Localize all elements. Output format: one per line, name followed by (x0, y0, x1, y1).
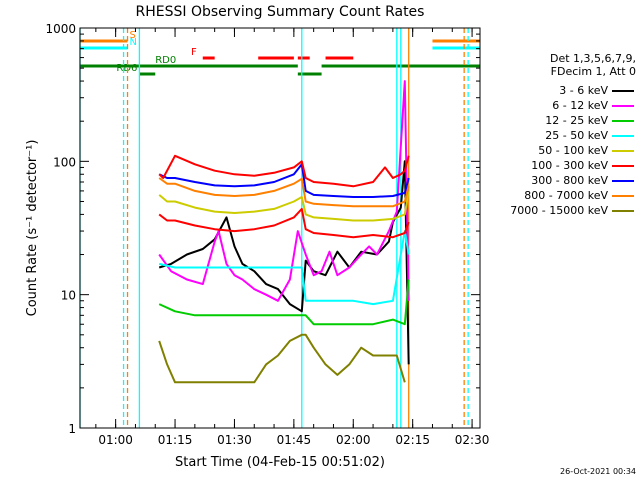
series-line (158, 230, 410, 306)
legend-header-line2: FDecim 1, Att 0 (550, 65, 636, 78)
series-line (158, 279, 410, 326)
series-line (158, 207, 410, 239)
x-tick-label: 01:30 (217, 433, 252, 447)
legend-swatch (612, 135, 634, 137)
legend-swatch (612, 120, 634, 122)
x-axis: 01:00 01:15 01:30 01:45 02:00 02:15 02:30 (95, 28, 490, 447)
legend-header-line1: Det 1,3,5,6,7,9, (549, 52, 636, 65)
vertical-markers (79, 28, 469, 428)
legend-label: 6 - 12 keV (552, 99, 608, 112)
legend-item: 7000 - 15000 keV (488, 204, 634, 217)
legend-label: 3 - 6 keV (559, 84, 608, 97)
legend-swatch (612, 195, 634, 197)
x-axis-label: Start Time (04-Feb-15 00:51:02) (175, 455, 385, 470)
y-tick-label: 1 (68, 422, 76, 436)
x-tick-label: 01:00 (98, 433, 133, 447)
plot-frame (79, 27, 481, 429)
series-line (158, 163, 410, 198)
legend-swatch (612, 180, 634, 182)
legend-item: 3 - 6 keV (488, 84, 634, 97)
flag-label: F (191, 47, 197, 58)
legend-swatch (612, 210, 634, 212)
chart-title: RHESSI Observing Summary Count Rates (136, 4, 425, 20)
series-line (158, 177, 410, 208)
generated-timestamp: 26-Oct-2021 00:34 (560, 467, 636, 476)
x-tick-label: 01:15 (158, 433, 193, 447)
legend-swatch (612, 165, 634, 167)
y-axis-label: Count Rate (s⁻¹ detector⁻¹) (25, 140, 40, 317)
legend-label: 100 - 300 keV (531, 159, 608, 172)
flag-label: N (130, 37, 137, 48)
series-line (158, 190, 410, 222)
legend-swatch (612, 90, 634, 92)
y-tick-label: 100 (53, 155, 76, 169)
legend-label: 12 - 25 keV (545, 114, 608, 127)
series-line (158, 154, 410, 188)
legend-label: 50 - 100 keV (538, 144, 608, 157)
x-tick-label: 02:30 (455, 433, 490, 447)
flag-label: RD0 (155, 55, 176, 66)
legend-item: 12 - 25 keV (488, 114, 634, 127)
legend-item: 800 - 7000 keV (488, 189, 634, 202)
legend-item: 25 - 50 keV (488, 129, 634, 142)
legend-item: 100 - 300 keV (488, 159, 634, 172)
x-tick-label: 02:15 (395, 433, 430, 447)
legend-item: 300 - 800 keV (488, 174, 634, 187)
x-tick-label: 02:00 (336, 433, 371, 447)
series-line (158, 80, 410, 302)
series-lines (158, 80, 410, 384)
legend-swatch (612, 150, 634, 152)
legend-label: 300 - 800 keV (531, 174, 608, 187)
y-tick-label: 10 (61, 289, 76, 303)
series-line (158, 333, 406, 384)
y-tick-label: 1000 (45, 22, 76, 36)
legend-item: 6 - 12 keV (488, 99, 634, 112)
legend-label: 800 - 7000 keV (524, 189, 608, 202)
y-axis: 1 10 100 1000 (45, 22, 480, 436)
legend-swatch (612, 105, 634, 107)
legend-label: 25 - 50 keV (545, 129, 608, 142)
legend-label: 7000 - 15000 keV (510, 204, 608, 217)
legend-item: 50 - 100 keV (488, 144, 634, 157)
flag-label: S (130, 30, 136, 41)
x-tick-label: 01:45 (277, 433, 312, 447)
